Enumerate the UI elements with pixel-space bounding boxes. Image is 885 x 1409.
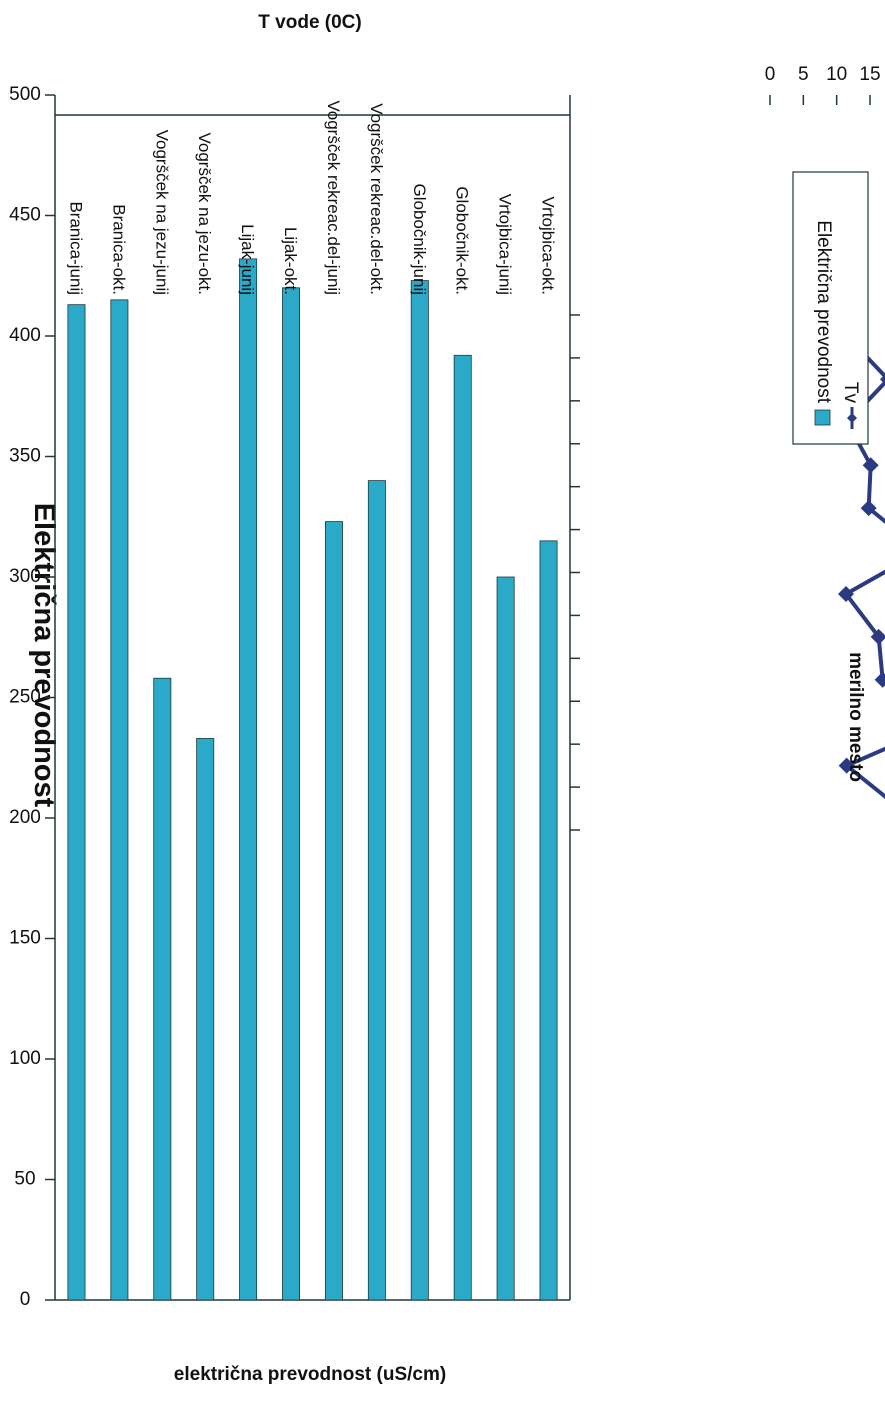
bar-4 (239, 258, 258, 1301)
secondary-tick-label-0: 0 (765, 64, 776, 85)
bar-2 (153, 677, 172, 1301)
bar-11 (539, 540, 558, 1301)
category-label-7: Vogršček rekreac.del-okt. (367, 103, 386, 295)
category-label-4: Lijak-junij (238, 224, 257, 295)
bar-1 (110, 299, 129, 1301)
primary-tick-label-7: 350 (9, 446, 41, 467)
category-label-3: Vogršček na jezu-okt. (195, 132, 214, 295)
category-label-9: Globočnik-okt. (453, 186, 472, 295)
line-marker-3 (874, 671, 885, 688)
bar-9 (453, 354, 472, 1301)
bar-3 (196, 738, 215, 1301)
category-label-1: Branica-okt. (109, 204, 128, 295)
line-marker-7 (860, 500, 877, 517)
category-label-5: Lijak-okt. (281, 227, 300, 295)
category-label-2: Vogršček na jezu-junij (152, 130, 171, 295)
primary-axis-title: električna prevodnost (uS/cm) (174, 1364, 446, 1385)
legend: Električna prevodnost Tv (792, 171, 869, 445)
primary-tick-label-3: 150 (9, 928, 41, 949)
legend-bar-label: Električna prevodnost (813, 220, 834, 403)
primary-tick-label-8: 400 (9, 325, 41, 346)
legend-line-label: Tv (840, 382, 861, 404)
primary-tick-label-4: 200 (9, 807, 41, 828)
x-axis-title: merilno mesto (845, 652, 866, 782)
bar-6 (324, 521, 343, 1301)
category-label-8: Globočnik-junij (410, 184, 429, 296)
legend-line-marker (847, 413, 857, 423)
legend-frame (792, 171, 869, 445)
secondary-tick-label-3: 15 (859, 64, 880, 85)
category-label-11: Vrtojbica-okt. (539, 196, 558, 295)
legend-bar-swatch (814, 409, 831, 426)
bar-5 (282, 287, 301, 1301)
bar-0 (67, 304, 86, 1301)
category-label-10: Vrtojbica-junij (496, 194, 515, 295)
line-marker-5 (838, 585, 854, 602)
bar-10 (496, 576, 515, 1301)
line-marker-1 (838, 757, 855, 774)
primary-tick-label-6: 300 (9, 566, 41, 587)
primary-tick-label-1: 50 (14, 1169, 35, 1190)
primary-tick-label-10: 500 (9, 84, 41, 105)
secondary-axis-title: T vode (0C) (258, 12, 361, 33)
primary-tick-label-0: 0 (20, 1289, 31, 1310)
primary-tick-label-5: 250 (9, 687, 41, 708)
category-label-6: Vogršček rekreac.del-junij (324, 100, 343, 295)
bar-7 (367, 480, 386, 1301)
bar-8 (410, 280, 429, 1301)
line-marker-8 (862, 457, 879, 474)
category-label-0: Branica-junij (66, 201, 85, 295)
primary-tick-label-2: 100 (9, 1048, 41, 1069)
secondary-tick-label-1: 5 (798, 64, 809, 85)
primary-tick-label-9: 450 (9, 205, 41, 226)
line-marker-10 (880, 371, 885, 388)
secondary-tick-label-2: 10 (826, 64, 847, 85)
